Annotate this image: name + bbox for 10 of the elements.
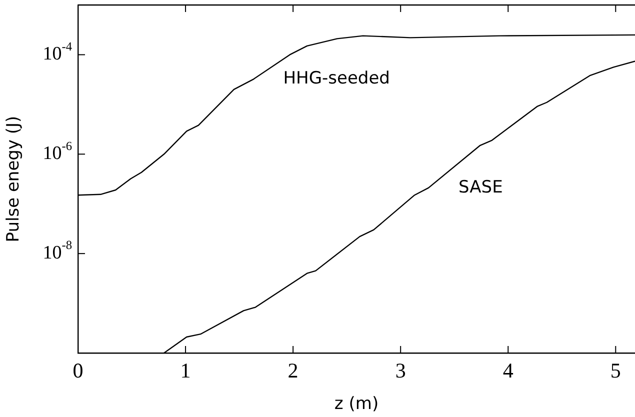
series-label: SASE [458, 177, 503, 198]
y-axis-title: Pulse enegy (J) [4, 116, 24, 242]
x-tick-label: 2 [288, 358, 298, 383]
x-tick-label: 4 [502, 358, 514, 383]
x-tick-label: 0 [72, 358, 84, 383]
x-tick-label: 5 [610, 358, 621, 383]
x-tick-label: 3 [395, 358, 406, 383]
x-axis-title: z (m) [334, 394, 379, 414]
series-label: HHG-seeded [283, 68, 390, 89]
x-tick-label: 1 [180, 358, 191, 383]
